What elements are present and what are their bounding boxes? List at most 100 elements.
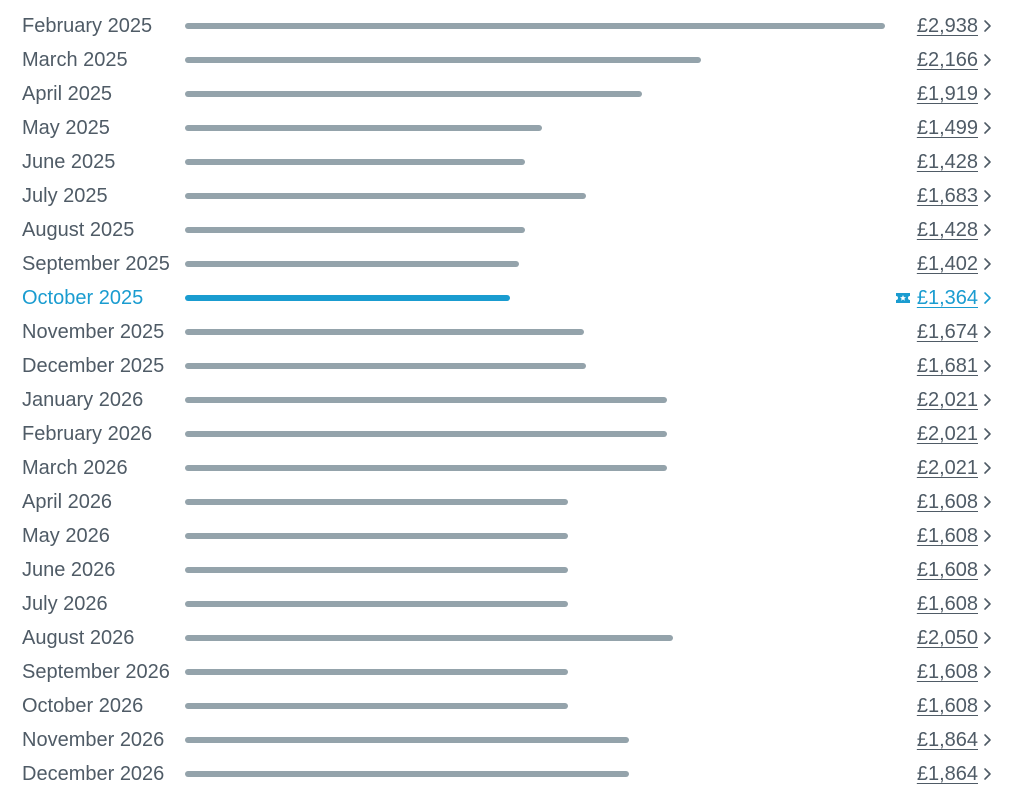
- month-price-row[interactable]: June 2025 £1,428: [0, 145, 1024, 179]
- price-amount[interactable]: £1,428: [916, 219, 978, 241]
- price-link[interactable]: £2,166: [917, 43, 994, 77]
- price-bar-track: [185, 737, 885, 743]
- month-price-row[interactable]: July 2026 £1,608: [0, 587, 1024, 621]
- month-label: March 2025: [22, 49, 128, 71]
- month-label: December 2026: [22, 763, 165, 785]
- price-amount[interactable]: £1,674: [916, 321, 978, 343]
- price-link[interactable]: £2,938: [917, 9, 994, 43]
- price-link[interactable]: £1,499: [917, 111, 994, 145]
- price-link[interactable]: £1,402: [917, 247, 994, 281]
- month-price-row[interactable]: April 2026 £1,608: [0, 485, 1024, 519]
- month-price-row[interactable]: January 2026 £2,021: [0, 383, 1024, 417]
- price-link[interactable]: £1,674: [917, 315, 994, 349]
- month-price-row[interactable]: March 2026 £2,021: [0, 451, 1024, 485]
- price-amount[interactable]: £2,021: [916, 423, 978, 445]
- price-amount[interactable]: £1,499: [916, 117, 978, 139]
- price-amount[interactable]: £2,938: [916, 15, 978, 37]
- chevron-right-icon: [982, 324, 994, 340]
- price-amount[interactable]: £1,864: [916, 729, 978, 751]
- price-link[interactable]: £1,683: [917, 179, 994, 213]
- price-amount[interactable]: £1,608: [916, 525, 978, 547]
- price-bar-track: [185, 159, 885, 165]
- month-label: October 2025: [22, 287, 144, 309]
- chevron-right-icon: [982, 86, 994, 102]
- month-price-row[interactable]: December 2025 £1,681: [0, 349, 1024, 383]
- month-label: July 2026: [22, 593, 108, 615]
- month-price-row[interactable]: May 2026 £1,608: [0, 519, 1024, 553]
- month-label: December 2025: [22, 355, 165, 377]
- month-price-row[interactable]: October 2026 £1,608: [0, 689, 1024, 723]
- chevron-right-icon: [982, 290, 994, 306]
- month-price-row[interactable]: November 2026 £1,864: [0, 723, 1024, 757]
- price-bar-track: [185, 771, 885, 777]
- price-amount[interactable]: £2,021: [916, 457, 978, 479]
- price-amount[interactable]: £1,608: [916, 559, 978, 581]
- price-link[interactable]: £1,608: [917, 587, 994, 621]
- price-bar: [185, 295, 510, 301]
- price-link[interactable]: £1,364: [895, 281, 994, 315]
- price-bar-track: [185, 635, 885, 641]
- month-price-row[interactable]: February 2025 £2,938: [0, 9, 1024, 43]
- month-price-row[interactable]: April 2025 £1,919: [0, 77, 1024, 111]
- price-link[interactable]: £1,608: [917, 689, 994, 723]
- price-link[interactable]: £1,428: [917, 145, 994, 179]
- month-price-row[interactable]: September 2025 £1,402: [0, 247, 1024, 281]
- price-link[interactable]: £1,681: [917, 349, 994, 383]
- price-link[interactable]: £2,021: [917, 451, 994, 485]
- price-bar: [185, 601, 568, 607]
- price-amount[interactable]: £1,608: [916, 661, 978, 683]
- price-amount[interactable]: £2,166: [916, 49, 978, 71]
- month-price-row[interactable]: June 2026 £1,608: [0, 553, 1024, 587]
- price-link[interactable]: £1,864: [917, 723, 994, 757]
- price-link[interactable]: £1,608: [917, 485, 994, 519]
- month-price-row[interactable]: September 2026 £1,608: [0, 655, 1024, 689]
- price-bar: [185, 261, 519, 267]
- month-price-row[interactable]: November 2025 £1,674: [0, 315, 1024, 349]
- price-link[interactable]: £1,864: [917, 757, 994, 791]
- month-price-row[interactable]: July 2025 £1,683: [0, 179, 1024, 213]
- price-amount[interactable]: £1,608: [916, 491, 978, 513]
- price-bar-track: [185, 91, 885, 97]
- price-amount[interactable]: £1,608: [916, 593, 978, 615]
- price-link[interactable]: £1,608: [917, 655, 994, 689]
- price-amount[interactable]: £2,050: [916, 627, 978, 649]
- month-price-row[interactable]: August 2025 £1,428: [0, 213, 1024, 247]
- chevron-right-icon: [982, 358, 994, 374]
- month-price-row[interactable]: February 2026 £2,021: [0, 417, 1024, 451]
- price-bar: [185, 567, 568, 573]
- chevron-right-icon: [982, 698, 994, 714]
- price-bar: [185, 91, 642, 97]
- price-bar: [185, 465, 667, 471]
- price-link[interactable]: £1,919: [917, 77, 994, 111]
- chevron-right-icon: [982, 732, 994, 748]
- month-label: May 2026: [22, 525, 110, 547]
- price-bar-track: [185, 261, 885, 267]
- month-price-row[interactable]: May 2025 £1,499: [0, 111, 1024, 145]
- price-link[interactable]: £2,050: [917, 621, 994, 655]
- price-amount[interactable]: £1,402: [916, 253, 978, 275]
- price-bar-track: [185, 363, 885, 369]
- price-amount[interactable]: £1,428: [916, 151, 978, 173]
- price-bar-track: [185, 431, 885, 437]
- price-link[interactable]: £1,428: [917, 213, 994, 247]
- month-label: August 2025: [22, 219, 135, 241]
- price-link[interactable]: £1,608: [917, 519, 994, 553]
- price-amount[interactable]: £2,021: [916, 389, 978, 411]
- price-link[interactable]: £2,021: [917, 417, 994, 451]
- price-amount[interactable]: £1,683: [916, 185, 978, 207]
- month-price-row[interactable]: December 2026 £1,864: [0, 757, 1024, 791]
- price-link[interactable]: £2,021: [917, 383, 994, 417]
- price-amount[interactable]: £1,864: [916, 763, 978, 785]
- month-price-row[interactable]: August 2026 £2,050: [0, 621, 1024, 655]
- month-price-row-selected[interactable]: October 2025 £1,364: [0, 281, 1024, 315]
- price-amount[interactable]: £1,608: [916, 695, 978, 717]
- price-amount[interactable]: £1,681: [916, 355, 978, 377]
- month-label: September 2025: [22, 253, 170, 275]
- price-amount[interactable]: £1,919: [916, 83, 978, 105]
- month-price-row[interactable]: March 2025 £2,166: [0, 43, 1024, 77]
- month-label: June 2025: [22, 151, 116, 173]
- price-amount[interactable]: £1,364: [916, 287, 978, 309]
- price-bar-track: [185, 329, 885, 335]
- price-link[interactable]: £1,608: [917, 553, 994, 587]
